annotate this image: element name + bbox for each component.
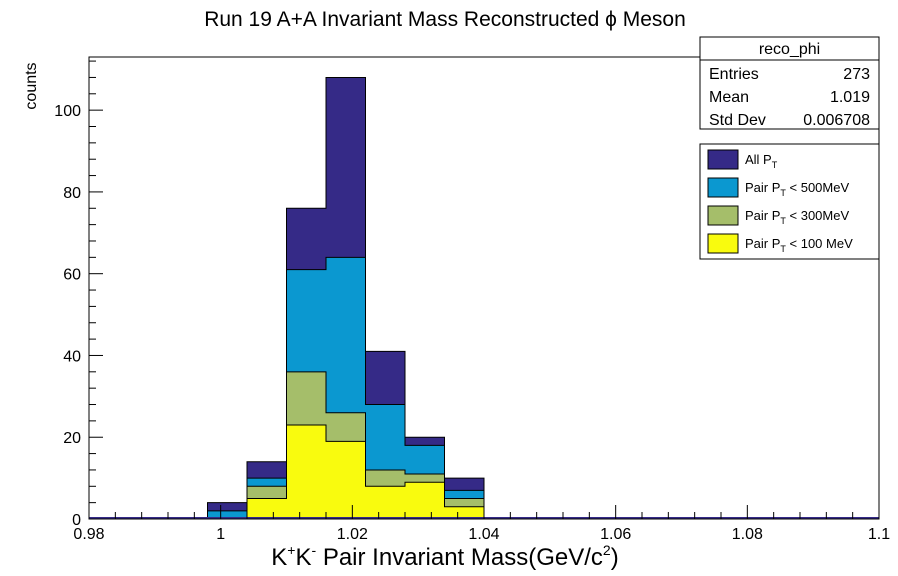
chart-title: Run 19 A+A Invariant Mass Reconstructed …	[204, 8, 686, 31]
legend-label: Pair PT < 100 MeV	[745, 236, 853, 254]
x-tick-label: 1.02	[337, 526, 368, 543]
x-label-k1: K	[271, 544, 287, 571]
bar-series3-bin5	[405, 482, 445, 519]
bar-series3-bin6	[444, 506, 484, 519]
axes: 0.98 1 1.02 1.04 1.06 1.08 1.1 0 20 40 60 80 100	[54, 56, 890, 543]
stats-row-value: 1.019	[830, 89, 870, 106]
legend-label-prefix: Pair P	[745, 208, 780, 223]
stats-box-frame	[699, 36, 880, 130]
bar-series3-bin4	[365, 486, 405, 519]
legend-label-suffix: < 500MeV	[786, 180, 850, 195]
legend-swatch	[707, 177, 739, 198]
legend-swatch	[707, 205, 739, 226]
legend-label-subscript: T	[772, 160, 778, 170]
x-tick-label: 1	[216, 526, 225, 543]
legend-label-subscript: T	[780, 216, 786, 226]
x-tick-label: 1.08	[732, 526, 763, 543]
legend-label-subscript: T	[780, 188, 786, 198]
legend-label: All PT	[745, 152, 778, 170]
series-outline-3	[207, 424, 485, 520]
y-tick-label: 0	[72, 512, 81, 529]
y-axis-label: counts	[23, 62, 40, 109]
x-label-k2: K	[295, 544, 311, 571]
x-tick-label: 0.98	[73, 526, 104, 543]
x-tick-label: 1.04	[468, 526, 499, 543]
bar-series1-bin0	[207, 510, 247, 519]
stats-row-label: Std Dev	[709, 112, 766, 129]
x-label-close: )	[611, 544, 619, 571]
x-label-plus: +	[287, 542, 295, 558]
legend-label-prefix: All P	[745, 152, 772, 167]
x-tick-label: 1.1	[868, 526, 890, 543]
legend-label: Pair PT < 500MeV	[745, 180, 849, 198]
stats-row-value: 0.006708	[803, 112, 870, 129]
bar-series3-bin1	[247, 498, 287, 519]
legend-label-suffix: < 100 MeV	[786, 236, 853, 251]
stats-row-label: Mean	[709, 89, 749, 106]
legend-swatch	[707, 233, 739, 254]
stats-title: reco_phi	[759, 41, 820, 58]
y-tick-label: 40	[63, 348, 81, 365]
x-label-squared: 2	[603, 542, 611, 558]
bar-series3-bin2	[286, 424, 326, 519]
y-tick-label: 60	[63, 267, 81, 284]
x-tick-label: 1.06	[600, 526, 631, 543]
bar-series3-bin3	[326, 441, 366, 519]
y-tick-label: 20	[63, 430, 81, 447]
stats-row-label: Entries	[709, 66, 759, 83]
legend-label-prefix: Pair P	[745, 236, 780, 251]
x-label-minus: -	[311, 542, 316, 558]
legend-label-suffix: < 300MeV	[786, 208, 850, 223]
legend-label-subscript: T	[780, 244, 786, 254]
x-label-text: Pair Invariant Mass(GeV/c	[316, 544, 603, 571]
y-tick-label: 80	[63, 185, 81, 202]
x-axis-label: K+K- Pair Invariant Mass(GeV/c2)	[271, 542, 618, 571]
legend-swatch	[707, 149, 739, 170]
y-tick-label: 100	[54, 103, 81, 120]
stats-row-value: 273	[843, 66, 870, 83]
legend-label: Pair PT < 300MeV	[745, 208, 849, 226]
legend-label-prefix: Pair P	[745, 180, 780, 195]
